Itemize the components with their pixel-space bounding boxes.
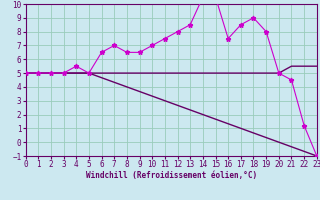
- X-axis label: Windchill (Refroidissement éolien,°C): Windchill (Refroidissement éolien,°C): [86, 171, 257, 180]
